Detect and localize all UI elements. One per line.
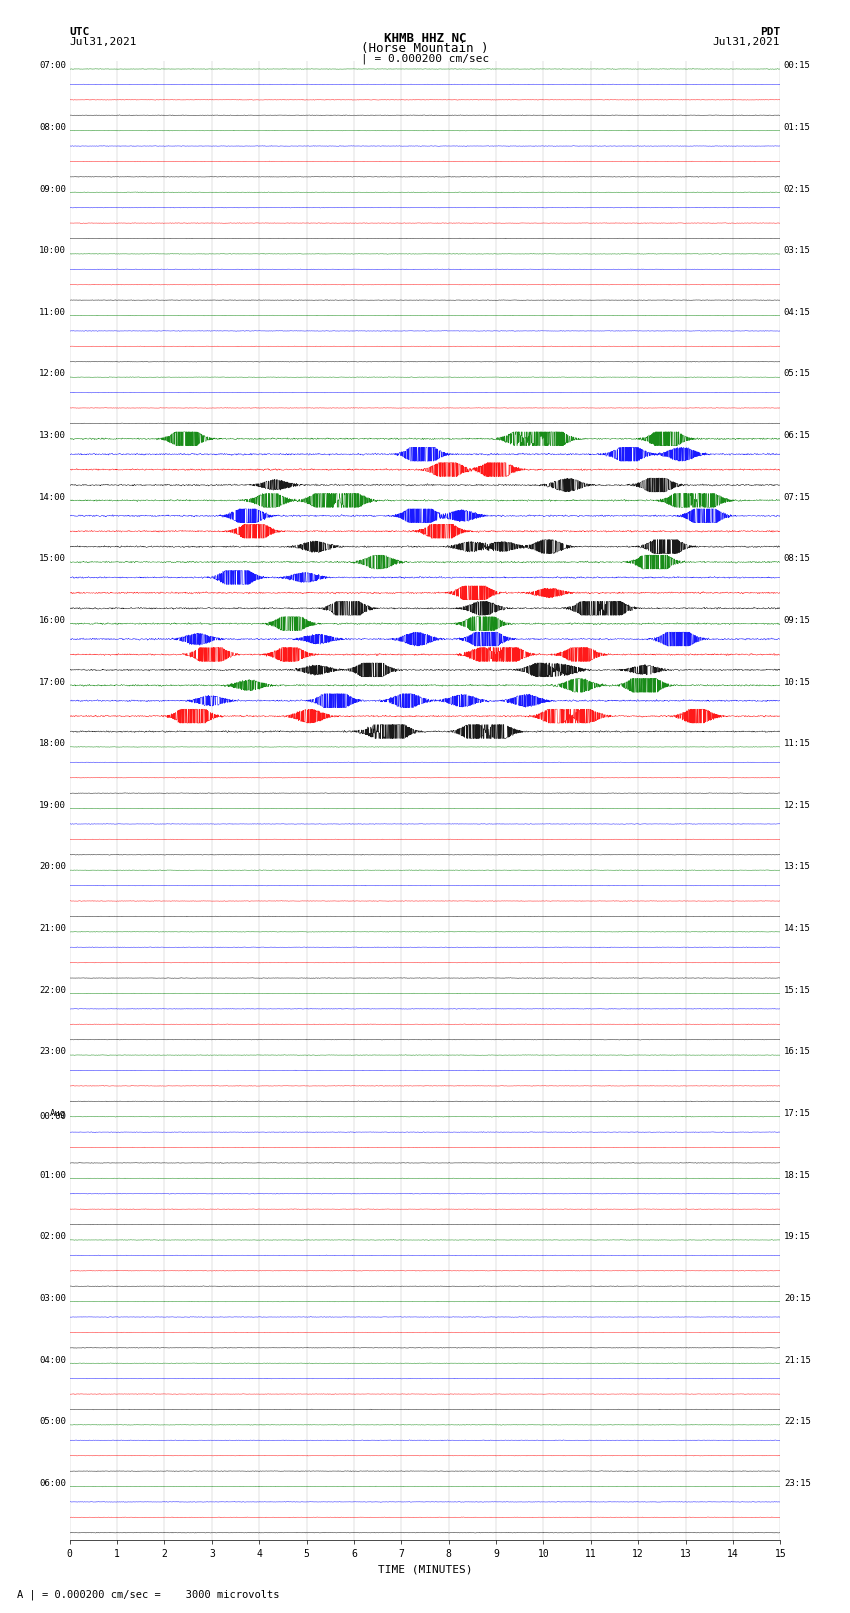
Text: 15:00: 15:00: [39, 555, 66, 563]
Text: 04:00: 04:00: [39, 1355, 66, 1365]
X-axis label: TIME (MINUTES): TIME (MINUTES): [377, 1565, 473, 1574]
Text: 21:00: 21:00: [39, 924, 66, 932]
Text: 20:00: 20:00: [39, 863, 66, 871]
Text: 15:15: 15:15: [784, 986, 811, 995]
Text: 16:15: 16:15: [784, 1047, 811, 1057]
Text: Aug: Aug: [50, 1110, 66, 1118]
Text: 19:00: 19:00: [39, 802, 66, 810]
Text: 03:00: 03:00: [39, 1294, 66, 1303]
Text: 12:00: 12:00: [39, 369, 66, 379]
Text: 07:15: 07:15: [784, 492, 811, 502]
Text: 10:15: 10:15: [784, 677, 811, 687]
Text: 18:00: 18:00: [39, 739, 66, 748]
Text: 17:00: 17:00: [39, 677, 66, 687]
Text: 13:15: 13:15: [784, 863, 811, 871]
Text: 08:00: 08:00: [39, 123, 66, 132]
Text: 23:00: 23:00: [39, 1047, 66, 1057]
Text: 18:15: 18:15: [784, 1171, 811, 1179]
Text: 22:00: 22:00: [39, 986, 66, 995]
Text: (Horse Mountain ): (Horse Mountain ): [361, 42, 489, 55]
Text: 14:00: 14:00: [39, 492, 66, 502]
Text: 07:00: 07:00: [39, 61, 66, 71]
Text: 02:15: 02:15: [784, 184, 811, 194]
Text: 23:15: 23:15: [784, 1479, 811, 1487]
Text: 21:15: 21:15: [784, 1355, 811, 1365]
Text: 10:00: 10:00: [39, 247, 66, 255]
Text: 14:15: 14:15: [784, 924, 811, 932]
Text: A | = 0.000200 cm/sec =    3000 microvolts: A | = 0.000200 cm/sec = 3000 microvolts: [17, 1589, 280, 1600]
Text: Jul31,2021: Jul31,2021: [70, 37, 137, 47]
Text: 17:15: 17:15: [784, 1110, 811, 1118]
Text: KHMB HHZ NC: KHMB HHZ NC: [383, 32, 467, 45]
Text: UTC: UTC: [70, 27, 90, 37]
Text: 06:15: 06:15: [784, 431, 811, 440]
Text: 08:15: 08:15: [784, 555, 811, 563]
Text: 05:00: 05:00: [39, 1418, 66, 1426]
Text: 12:15: 12:15: [784, 802, 811, 810]
Text: 13:00: 13:00: [39, 431, 66, 440]
Text: 11:00: 11:00: [39, 308, 66, 316]
Text: 22:15: 22:15: [784, 1418, 811, 1426]
Text: 06:00: 06:00: [39, 1479, 66, 1487]
Text: 16:00: 16:00: [39, 616, 66, 624]
Text: 00:00: 00:00: [39, 1111, 66, 1121]
Text: 01:00: 01:00: [39, 1171, 66, 1179]
Text: 04:15: 04:15: [784, 308, 811, 316]
Text: 05:15: 05:15: [784, 369, 811, 379]
Text: 11:15: 11:15: [784, 739, 811, 748]
Text: PDT: PDT: [760, 27, 780, 37]
Text: 03:15: 03:15: [784, 247, 811, 255]
Text: 00:15: 00:15: [784, 61, 811, 71]
Text: 01:15: 01:15: [784, 123, 811, 132]
Text: 02:00: 02:00: [39, 1232, 66, 1242]
Text: 09:15: 09:15: [784, 616, 811, 624]
Text: | = 0.000200 cm/sec: | = 0.000200 cm/sec: [361, 53, 489, 65]
Text: 09:00: 09:00: [39, 184, 66, 194]
Text: 20:15: 20:15: [784, 1294, 811, 1303]
Text: 19:15: 19:15: [784, 1232, 811, 1242]
Text: Jul31,2021: Jul31,2021: [713, 37, 780, 47]
